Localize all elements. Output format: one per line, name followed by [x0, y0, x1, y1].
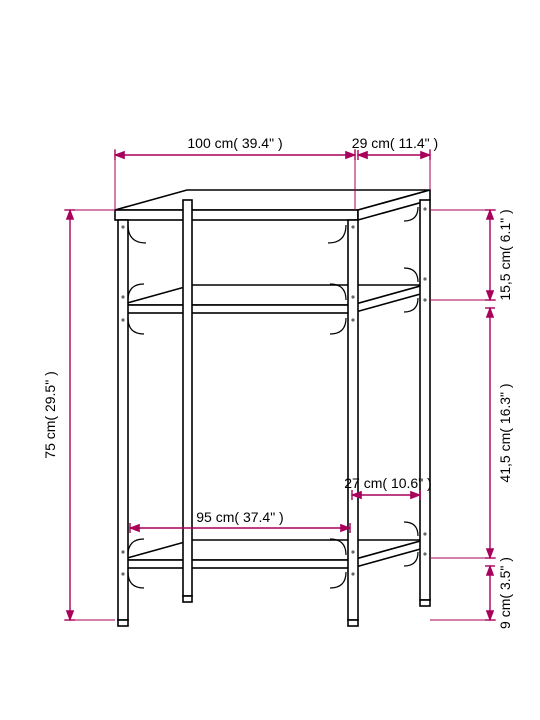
- label-depth-top: 29 cm( 11.4" ): [352, 135, 438, 151]
- label-inner-width: 95 cm( 37.4" ): [196, 509, 283, 525]
- dimension-drawing: 100 cm( 39.4" ) 29 cm( 11.4" ) 75 cm( 29…: [0, 0, 540, 720]
- label-gap-mid: 41,5 cm( 16.3" ): [497, 383, 513, 482]
- label-gap-bot: 9 cm( 3.5" ): [497, 557, 513, 629]
- label-width-top: 100 cm( 39.4" ): [187, 135, 282, 151]
- table-outline: [115, 190, 430, 626]
- label-gap-top: 15,5 cm( 6.1" ): [497, 209, 513, 300]
- label-inner-depth: 27 cm( 10.6" ): [344, 475, 431, 491]
- label-height-left: 75 cm( 29.5" ): [42, 371, 58, 458]
